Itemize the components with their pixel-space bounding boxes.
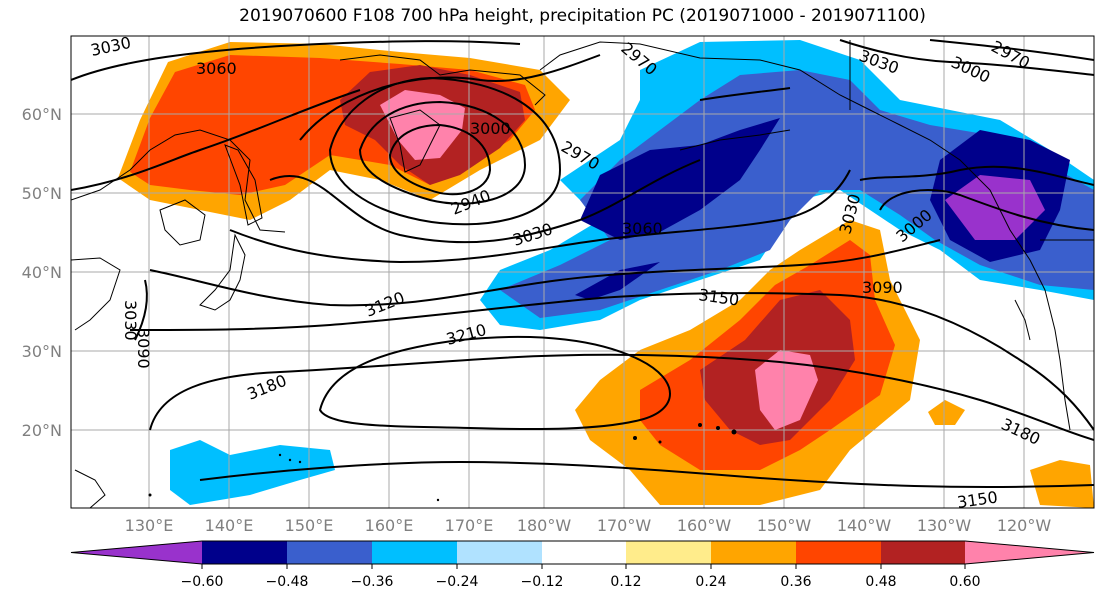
lat-label: 20°N: [22, 421, 62, 440]
islands: [148, 423, 737, 502]
colorbar-segment: [796, 541, 881, 564]
colorbar-tick-label: 0.48: [865, 574, 896, 590]
colorbar-segment: [881, 541, 965, 564]
colorbar-segment: [202, 541, 287, 564]
colorbar-tick-label: −0.48: [266, 574, 309, 590]
lon-label: 160°E: [365, 516, 414, 535]
lon-label: 150°E: [285, 516, 334, 535]
lon-label: 170°E: [445, 516, 494, 535]
colorbar-tick-label: −0.12: [521, 574, 564, 590]
lon-label: 140°E: [205, 516, 254, 535]
lat-label: 30°N: [22, 342, 62, 361]
lat-label: 40°N: [22, 263, 62, 282]
lon-label: 130°W: [917, 516, 972, 535]
coastlines: [71, 40, 1094, 508]
lon-label: 150°W: [757, 516, 812, 535]
colorbar-tick-label: −0.24: [436, 574, 479, 590]
contour-label: 3030: [121, 300, 140, 341]
negative-anomaly-pacific: [480, 40, 1094, 330]
graticule: [71, 36, 1094, 508]
lon-label: 170°W: [597, 516, 652, 535]
lat-label: 50°N: [22, 184, 62, 203]
negative-anomaly-southwest: [170, 440, 335, 505]
map-plot-area: 3030 3060 3000 2970 2940 3030 3060 3120 …: [71, 36, 1094, 511]
lon-label: 130°E: [125, 516, 174, 535]
height-contours: [71, 39, 1094, 489]
colorbar-tick-label: 0.36: [780, 574, 811, 590]
colorbar-tick-labels: −0.60 −0.48 −0.36 −0.24 −0.12 0.12 0.24 …: [181, 574, 981, 590]
lon-label: 140°W: [837, 516, 892, 535]
contour-label: 3150: [956, 487, 999, 511]
contour-label: 3000: [470, 119, 511, 138]
page-title: 2019070600 F108 700 hPa height, precipit…: [239, 6, 926, 26]
colorbar-segment: [372, 541, 457, 564]
colorbar-segment: [71, 541, 202, 564]
colorbar-segment: [457, 541, 542, 564]
contour-label: 3090: [862, 278, 903, 297]
colorbar-tick-label: −0.36: [351, 574, 394, 590]
latitude-labels: 60°N 50°N 40°N 30°N 20°N: [22, 105, 62, 440]
colorbar-tick-label: 0.60: [949, 574, 980, 590]
colorbar-segment: [287, 541, 372, 564]
lon-label: 180°W: [517, 516, 572, 535]
lon-label: 120°W: [997, 516, 1052, 535]
contour-label: 3060: [622, 219, 663, 238]
contour-label: 3060: [196, 59, 237, 78]
lat-label: 60°N: [22, 105, 62, 124]
lon-label: 160°W: [677, 516, 732, 535]
contour-label: 3090: [134, 328, 153, 369]
positive-anomaly-asia: [118, 42, 570, 220]
map-frame: [70, 35, 1095, 509]
colorbar-segment: [542, 541, 626, 564]
longitude-labels: 130°E 140°E 150°E 160°E 170°E 180°W 170°…: [125, 516, 1052, 535]
colorbar-segment: [965, 541, 1094, 564]
colorbar-tick-label: 0.24: [695, 574, 726, 590]
colorbar-segment: [711, 541, 796, 564]
colorbar-tick-label: 0.12: [610, 574, 641, 590]
colorbar-segment: [626, 541, 711, 564]
colorbar-tick-label: −0.60: [181, 574, 224, 590]
colorbar: [70, 540, 1095, 569]
